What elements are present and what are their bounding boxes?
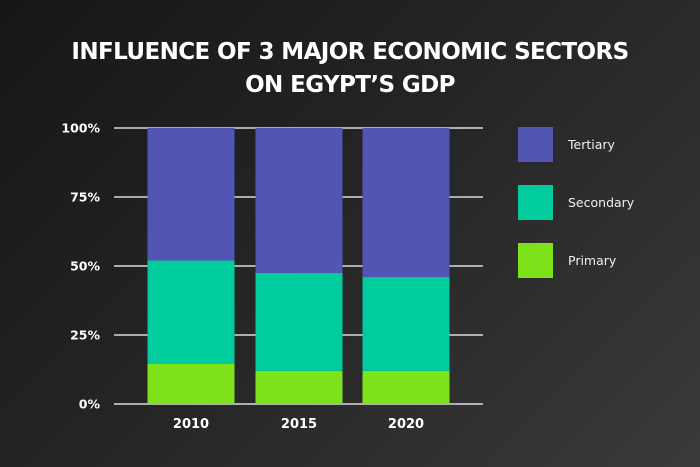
x-axis-ticks: 2010 2015 2020 <box>173 417 424 432</box>
legend-item-secondary: Secondary <box>518 185 634 220</box>
bar-segment-secondary-2015 <box>255 272 343 371</box>
x-tick-label-2020: 2020 <box>388 417 424 432</box>
chart-title-line2: ON EGYPT’S GDP <box>245 72 455 98</box>
bar-segment-tertiary-2020 <box>362 128 450 278</box>
legend: Tertiary Secondary Primary <box>518 127 634 301</box>
x-tick-label-2010: 2010 <box>173 417 209 432</box>
chart-title-line1: INFLUENCE OF 3 MAJOR ECONOMIC SECTORS <box>71 39 629 65</box>
legend-item-tertiary: Tertiary <box>518 127 634 162</box>
y-tick-label: 75% <box>70 190 100 205</box>
y-axis-ticks: 0% 25% 50% 75% 100% <box>61 121 100 412</box>
bars <box>147 128 450 404</box>
legend-item-primary: Primary <box>518 243 634 278</box>
x-tick-label-2015: 2015 <box>281 417 317 432</box>
y-tick-label: 0% <box>79 397 101 412</box>
y-tick-label: 50% <box>70 259 100 274</box>
y-tick-label: 100% <box>61 121 100 136</box>
legend-label-primary: Primary <box>568 253 617 268</box>
bar-segment-tertiary-2010 <box>147 128 235 261</box>
legend-swatch-tertiary <box>518 127 553 162</box>
bar-segment-primary-2015 <box>255 370 343 404</box>
bar-segment-primary-2020 <box>362 370 450 404</box>
bar-segment-primary-2010 <box>147 363 235 404</box>
bar-segment-tertiary-2015 <box>255 128 343 273</box>
legend-label-tertiary: Tertiary <box>568 137 615 152</box>
legend-label-secondary: Secondary <box>568 195 635 210</box>
bar-segment-secondary-2010 <box>147 260 235 364</box>
chart-title: INFLUENCE OF 3 MAJOR ECONOMIC SECTORS ON… <box>0 36 700 102</box>
bar-segment-secondary-2020 <box>362 277 450 371</box>
legend-swatch-secondary <box>518 185 553 220</box>
y-tick-label: 25% <box>70 328 100 343</box>
legend-swatch-primary <box>518 243 553 278</box>
